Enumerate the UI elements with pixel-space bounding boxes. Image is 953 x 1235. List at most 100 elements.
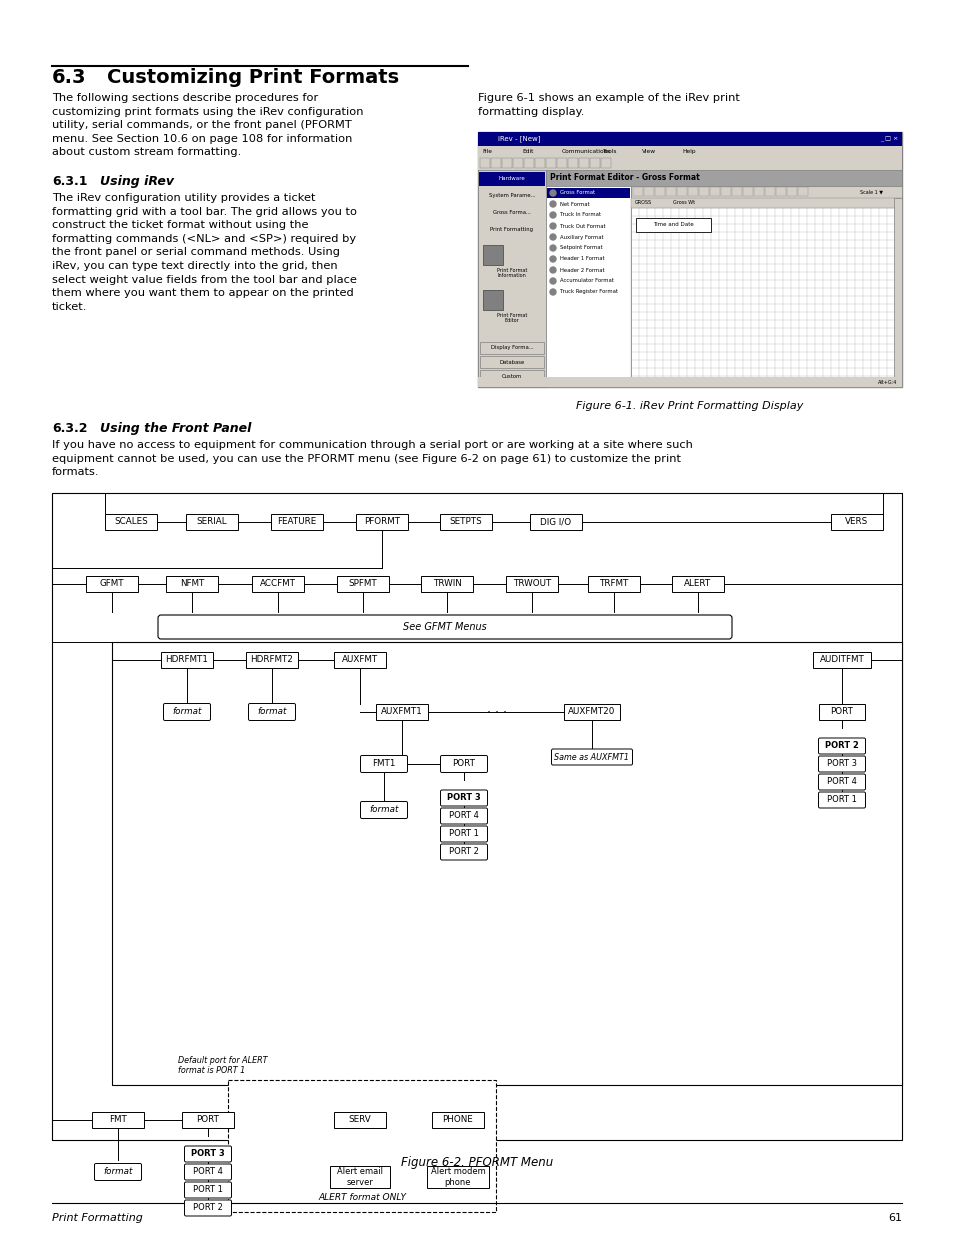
Text: Print Format
Editor: Print Format Editor [497,312,527,324]
Text: TRWOUT: TRWOUT [513,579,551,589]
Text: SETPTS: SETPTS [449,517,482,526]
FancyBboxPatch shape [360,756,407,773]
Bar [589,158,599,168]
Bar [742,186,752,196]
Bar [334,1112,386,1128]
Text: SERV: SERV [348,1115,371,1125]
Bar [523,158,534,168]
Bar [166,576,218,592]
Bar [112,642,901,1086]
Text: SERIAL: SERIAL [196,517,227,526]
Text: TRFMT: TRFMT [598,579,628,589]
Text: Gross Forma...: Gross Forma... [493,210,531,215]
Text: 6.3.2: 6.3.2 [52,422,88,435]
Text: PORT 4: PORT 4 [826,778,856,787]
Text: Display Forma...: Display Forma... [490,346,533,351]
Bar [186,514,237,530]
Text: Truck Out Format: Truck Out Format [559,224,605,228]
Bar [479,342,543,354]
Text: PORT 2: PORT 2 [193,1203,223,1213]
Text: The following sections describe procedures for
customizing print formats using t: The following sections describe procedur… [52,93,363,157]
Bar [545,186,630,387]
Text: GROSS: GROSS [635,200,652,205]
Circle shape [550,289,556,295]
Bar [720,186,730,196]
Circle shape [550,267,556,273]
Text: 61: 61 [887,1213,901,1223]
Bar [630,198,901,207]
Circle shape [550,245,556,251]
Bar [334,652,386,668]
Bar [432,1112,483,1128]
Text: format: format [257,708,287,716]
Bar [563,704,619,720]
Text: Tools: Tools [601,149,616,154]
Text: PORT 4: PORT 4 [449,811,478,820]
Text: FMT1: FMT1 [372,760,395,768]
Text: HDRFMT1: HDRFMT1 [166,656,208,664]
Text: System Parame...: System Parame... [488,194,535,199]
Text: Alert modem
phone: Alert modem phone [430,1167,485,1187]
Text: PORT 3: PORT 3 [191,1150,225,1158]
Text: FMT: FMT [109,1115,127,1125]
Bar [482,290,502,310]
Bar [709,186,720,196]
Bar [818,704,864,720]
Text: Print Format
Information: Print Format Information [497,268,527,278]
FancyBboxPatch shape [440,844,487,860]
Bar [505,576,558,592]
Text: PORT 1: PORT 1 [193,1186,223,1194]
Text: Header 2 Format: Header 2 Format [559,268,604,273]
Bar [477,377,901,387]
Text: SCALES: SCALES [114,517,148,526]
Text: Edit: Edit [521,149,533,154]
Text: DIG I/O: DIG I/O [539,517,571,526]
Bar [557,158,566,168]
Text: NFMT: NFMT [179,579,204,589]
Bar [535,158,544,168]
Text: ALERT format ONLY: ALERT format ONLY [317,1193,406,1203]
FancyBboxPatch shape [818,792,864,808]
Bar [479,356,543,368]
Bar [479,158,490,168]
Text: Truck In Format: Truck In Format [559,212,600,217]
Bar [665,186,676,196]
FancyBboxPatch shape [163,704,211,720]
Bar [477,146,901,157]
Text: AUXFMT: AUXFMT [341,656,377,664]
Bar [513,158,522,168]
Text: Auxiliary Format: Auxiliary Format [559,235,603,240]
Text: Scale 1 ▼: Scale 1 ▼ [860,189,882,194]
Bar [687,186,698,196]
Text: The iRev configuration utility provides a ticket
formatting grid with a tool bar: The iRev configuration utility provides … [52,193,356,311]
Bar [830,514,882,530]
Text: Custom: Custom [501,373,521,378]
Bar [355,514,408,530]
Text: 6.3.1: 6.3.1 [52,175,88,188]
Bar [775,186,785,196]
Bar [491,158,500,168]
Bar [630,198,901,387]
Bar [530,514,581,530]
Bar [330,1166,390,1188]
Text: FEATURE: FEATURE [277,517,316,526]
FancyBboxPatch shape [158,615,731,638]
Text: Hardware: Hardware [498,177,525,182]
Bar [477,132,901,146]
Text: If you have no access to equipment for communication through a serial port or ar: If you have no access to equipment for c… [52,440,692,477]
Circle shape [550,278,556,284]
Text: Truck Register Format: Truck Register Format [559,289,618,294]
Bar [753,186,763,196]
Text: AUDITFMT: AUDITFMT [819,656,863,664]
Text: ACCFMT: ACCFMT [260,579,295,589]
Text: Print Formatting: Print Formatting [52,1213,143,1223]
FancyBboxPatch shape [440,790,487,806]
Bar [643,186,654,196]
Text: PORT: PORT [452,760,475,768]
FancyBboxPatch shape [184,1182,232,1198]
Text: Using iRev: Using iRev [100,175,173,188]
Circle shape [550,256,556,262]
Text: Time and Date: Time and Date [653,222,693,227]
Bar [545,158,556,168]
Bar [52,493,901,1140]
